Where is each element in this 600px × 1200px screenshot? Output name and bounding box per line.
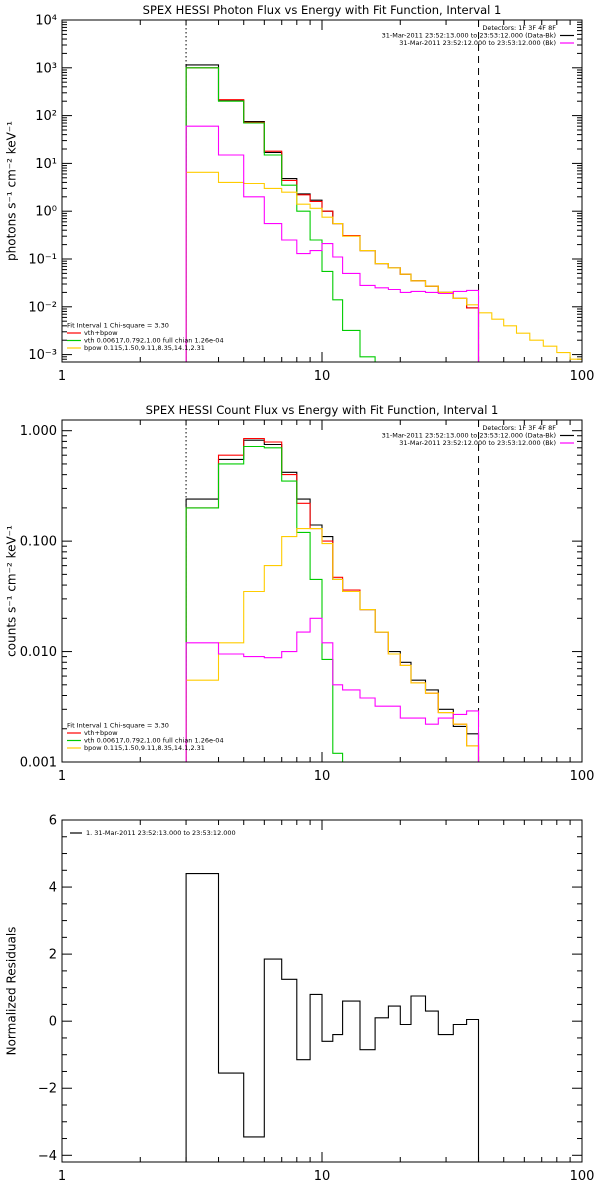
legend-entry: Fit Interval 1 Chi-square = 3.30 — [67, 722, 169, 730]
legend-entry: bpow 0.115,1.50,9.11,8.35,14.1,2.31 — [84, 744, 205, 752]
y-tick-label: 1.000 — [20, 424, 57, 439]
legend-entry: 1. 31-Mar-2011 23:52:13.000 to 23:53:12.… — [86, 829, 236, 837]
y-axis-label: counts s⁻¹ cm⁻² keV⁻¹ — [5, 525, 19, 657]
x-tick-label: 10 — [314, 769, 331, 784]
y-tick-label: 10⁻² — [28, 300, 57, 315]
legend-entry: bpow 0.115,1.50,9.11,8.35,14.1,2.31 — [84, 344, 205, 352]
x-tick-label: 10 — [314, 1169, 331, 1184]
x-tick-label: 10 — [314, 369, 331, 384]
x-tick-label: 1 — [58, 769, 66, 784]
plot-frame — [61, 19, 583, 363]
y-tick-label: 4 — [49, 881, 57, 896]
y-tick-label: 0.010 — [20, 645, 57, 660]
legend-entry: vth 0.00617,0.792,1.00 full chian 1.26e-… — [84, 737, 224, 745]
legend-entry: 31-Mar-2011 23:52:13.000 to 23:53:12.000… — [382, 32, 556, 40]
y-tick-label: −4 — [38, 1149, 57, 1164]
legend-entry: Fit Interval 1 Chi-square = 3.30 — [67, 322, 169, 330]
series-line-3 — [185, 445, 344, 762]
y-tick-label: 6 — [49, 814, 57, 829]
series-line-4 — [185, 171, 582, 362]
legend-entry: vth+bpow — [84, 329, 118, 337]
series-line-4 — [185, 528, 492, 762]
chart-1: SPEX HESSI Photon Flux vs Energy with Fi… — [5, 3, 595, 384]
plot-frame — [61, 819, 583, 1163]
y-tick-label: 10³ — [35, 61, 57, 76]
legend-entry: Detectors: 1F 3F 4F 8F — [482, 24, 556, 32]
chart-title: SPEX HESSI Count Flux vs Energy with Fit… — [146, 403, 499, 417]
series-line-5 — [185, 617, 480, 762]
series-line-1 — [185, 873, 480, 1162]
chart-2: SPEX HESSI Count Flux vs Energy with Fit… — [5, 403, 595, 784]
y-tick-label: 0.100 — [20, 535, 57, 550]
y-tick-label: 0 — [49, 1015, 57, 1030]
y-tick-label: 0.001 — [20, 756, 57, 771]
legend-entry: vth+bpow — [84, 729, 118, 737]
chart-title: SPEX HESSI Photon Flux vs Energy with Fi… — [143, 3, 502, 17]
y-tick-label: 2 — [49, 948, 57, 963]
series-line-5 — [185, 125, 480, 362]
x-tick-label: 100 — [570, 369, 595, 384]
legend-entry: Detectors: 1F 3F 4F 8F — [482, 424, 556, 432]
legend-entry: 31-Mar-2011 23:52:12.000 to 23:53:12.000… — [399, 439, 556, 447]
legend-entry: 31-Mar-2011 23:52:12.000 to 23:53:12.000… — [399, 39, 556, 47]
x-tick-label: 1 — [58, 1169, 66, 1184]
y-tick-label: 10² — [35, 109, 57, 124]
y-tick-label: 10⁴ — [35, 14, 57, 29]
y-tick-label: 10⁰ — [35, 205, 57, 220]
x-tick-label: 100 — [570, 769, 595, 784]
y-axis-label: Normalized Residuals — [5, 927, 19, 1056]
x-tick-label: 100 — [570, 1169, 595, 1184]
y-tick-label: 10¹ — [35, 157, 57, 172]
legend-entry: vth 0.00617,0.792,1.00 full chian 1.26e-… — [84, 337, 224, 345]
series-line-3 — [185, 67, 376, 362]
series-line-2 — [185, 67, 480, 362]
y-tick-label: −2 — [38, 1082, 57, 1097]
plot-frame — [61, 419, 583, 763]
legend-entry: 31-Mar-2011 23:52:13.000 to 23:53:12.000… — [382, 432, 556, 440]
chart-3: Normalized Residuals 1 10 100 −4 −2 0 2 4 6 1. 31-… — [5, 814, 595, 1185]
x-tick-label: 1 — [58, 369, 66, 384]
y-tick-label: 10⁻¹ — [28, 252, 57, 267]
y-tick-label: 10⁻³ — [28, 348, 57, 363]
y-axis-label: photons s⁻¹ cm⁻² keV⁻¹ — [5, 121, 19, 261]
